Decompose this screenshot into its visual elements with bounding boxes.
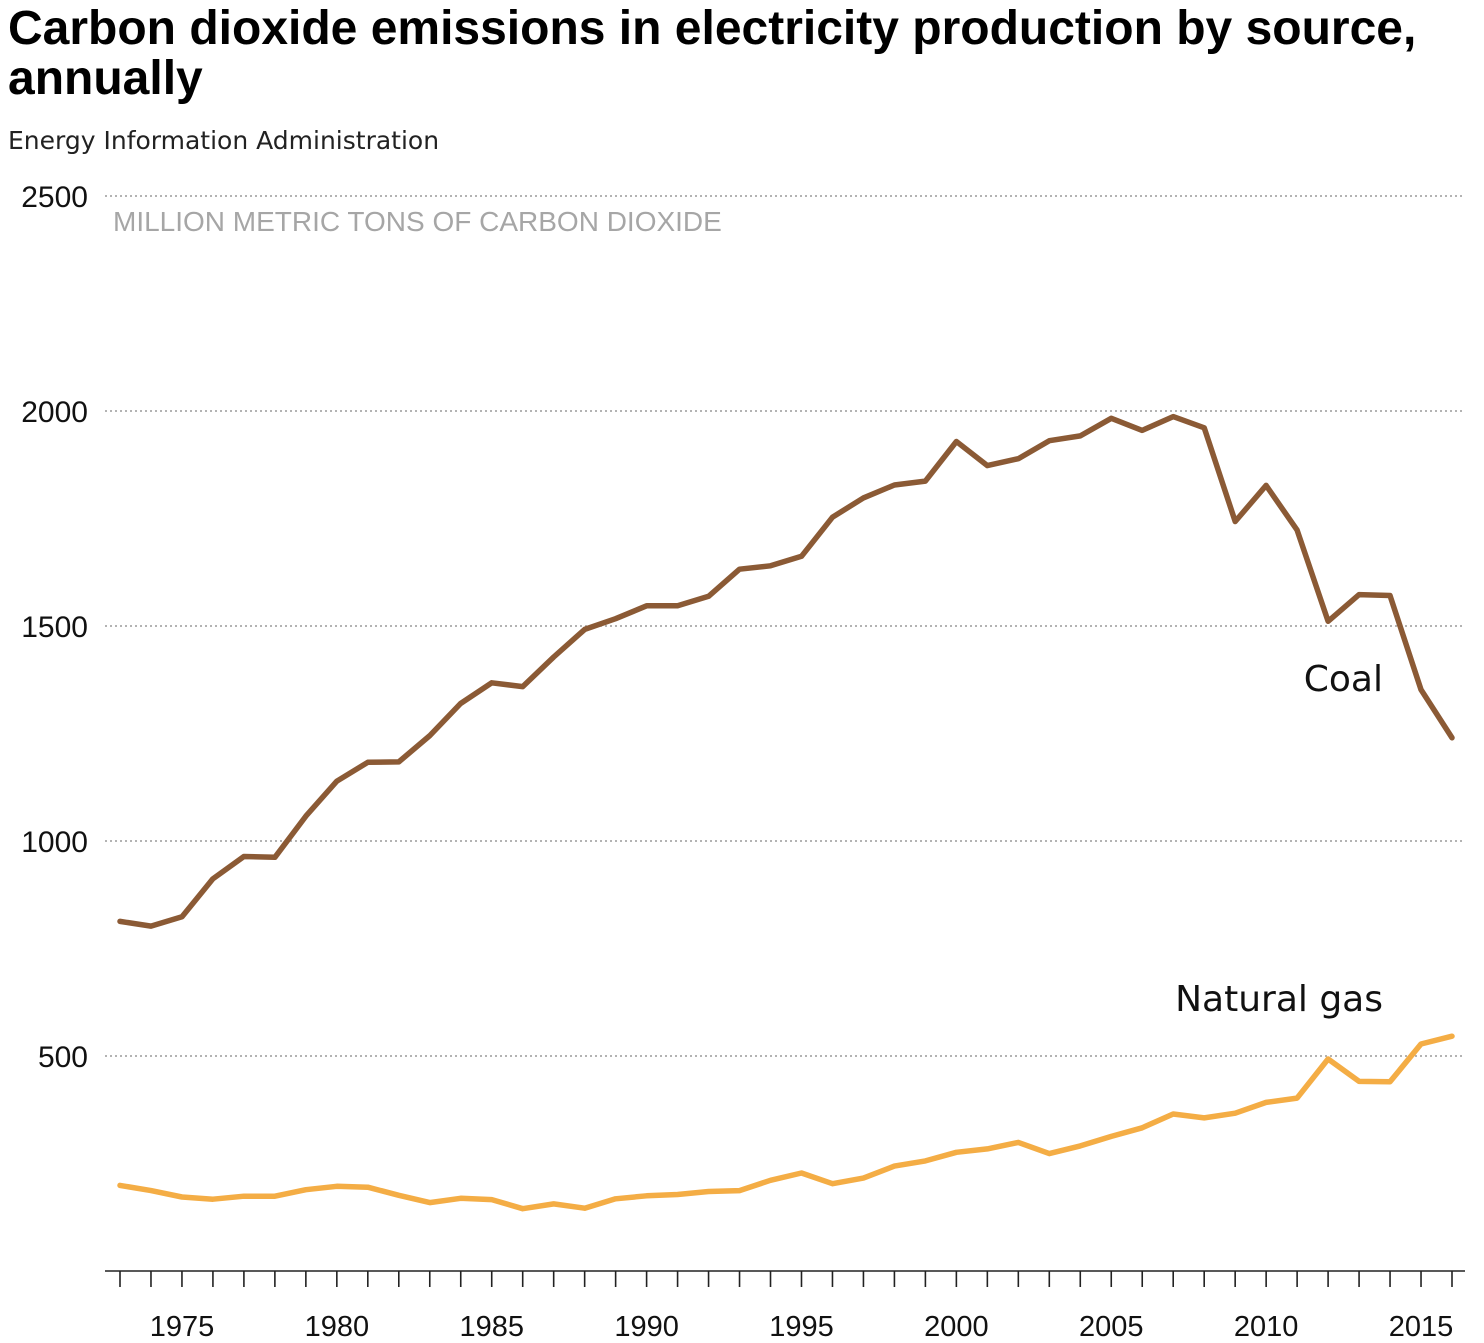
series-line-natural-gas — [117, 1033, 1455, 1212]
y-axis-label: MILLION METRIC TONS OF CARBON DIOXIDE — [113, 206, 722, 237]
y-tick-label: 2500 — [21, 181, 88, 214]
y-tick-label: 1500 — [21, 611, 88, 644]
chart-subtitle: Energy Information Administration — [8, 126, 440, 155]
series-label-coal: Coal — [1304, 659, 1383, 700]
x-tick-label: 1995 — [769, 1311, 834, 1343]
x-tick-label: 1985 — [459, 1311, 524, 1343]
x-tick-label: 2000 — [924, 1311, 989, 1343]
chart-title: Carbon dioxide emissions in electricity … — [8, 2, 1417, 105]
x-tick-label: 2005 — [1079, 1311, 1144, 1343]
y-tick-label: 1000 — [21, 826, 88, 859]
x-tick-label: 1975 — [150, 1311, 215, 1343]
x-tick-label: 2015 — [1389, 1311, 1454, 1343]
x-tick-label: 2010 — [1234, 1311, 1299, 1343]
y-tick-label: 500 — [38, 1041, 88, 1074]
x-tick-label: 1990 — [614, 1311, 679, 1343]
series-line-coal — [117, 413, 1455, 929]
series-label-natural-gas: Natural gas — [1175, 979, 1383, 1020]
x-tick-label: 1980 — [305, 1311, 370, 1343]
y-tick-label: 2000 — [21, 396, 88, 429]
